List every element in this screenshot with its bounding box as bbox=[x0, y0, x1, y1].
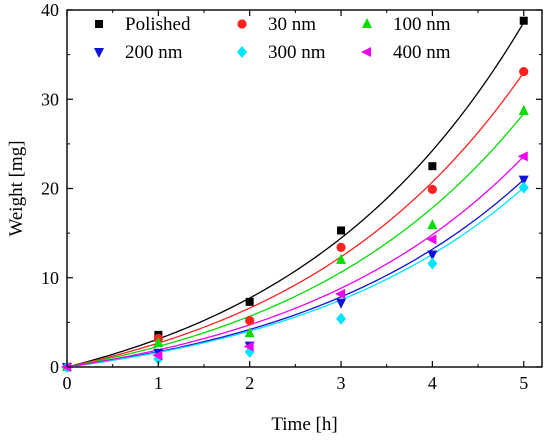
data-point bbox=[427, 250, 438, 261]
data-point bbox=[336, 242, 346, 253]
x-tick-label: 1 bbox=[154, 373, 163, 393]
y-tick-label: 10 bbox=[41, 268, 59, 288]
y-tick-label: 20 bbox=[41, 179, 59, 199]
data-point bbox=[153, 336, 164, 347]
fit-line-2 bbox=[66, 113, 525, 368]
data-point bbox=[427, 257, 438, 270]
data-point bbox=[427, 184, 437, 194]
x-tick-label: 3 bbox=[337, 373, 346, 393]
data-point bbox=[428, 162, 437, 171]
legend-label: Polished bbox=[125, 14, 191, 35]
data-point bbox=[245, 315, 255, 326]
legend-marker bbox=[94, 48, 104, 58]
data-point bbox=[61, 362, 71, 372]
legend-label: 30 nm bbox=[268, 14, 316, 35]
legend-label: 400 nm bbox=[393, 42, 451, 63]
legend-marker bbox=[362, 18, 372, 28]
y-tick-label: 30 bbox=[41, 89, 59, 109]
y-axis-title: Weight [mg] bbox=[6, 140, 27, 236]
data-point bbox=[427, 219, 438, 230]
data-point bbox=[152, 350, 163, 361]
data-point bbox=[245, 297, 254, 306]
fit-line-4 bbox=[66, 187, 525, 368]
fit-lines bbox=[66, 22, 525, 368]
fit-line-3 bbox=[66, 179, 525, 368]
data-point bbox=[336, 298, 347, 309]
fit-line-5 bbox=[66, 155, 525, 368]
y-tick-label: 0 bbox=[50, 357, 59, 377]
data-point bbox=[518, 175, 529, 186]
data-point bbox=[519, 66, 529, 77]
x-tick-label: 5 bbox=[519, 373, 528, 393]
data-point bbox=[243, 341, 254, 352]
data-point bbox=[519, 16, 528, 25]
x-tick-label: 2 bbox=[245, 373, 254, 393]
legend-marker bbox=[237, 46, 247, 58]
axis-ticks: 0 1 2 3 4 5 0 10 20 30 40 bbox=[41, 0, 542, 393]
fit-line-0 bbox=[66, 22, 525, 368]
x-axis-title: Time [h] bbox=[271, 414, 337, 435]
data-point bbox=[517, 151, 528, 162]
data-point bbox=[335, 288, 346, 299]
data-point bbox=[336, 312, 347, 325]
legend: Polished 30 nm 100 nm 200 nm 300 nm 400 nm bbox=[94, 14, 451, 63]
x-tick-label: 0 bbox=[63, 373, 72, 393]
legend-label: 200 nm bbox=[125, 42, 183, 63]
data-point bbox=[244, 327, 255, 338]
data-point bbox=[426, 234, 437, 245]
legend-marker bbox=[237, 19, 247, 29]
y-tick-label: 40 bbox=[41, 0, 59, 20]
legend-marker bbox=[95, 20, 103, 28]
legend-label: 300 nm bbox=[268, 42, 326, 63]
data-point bbox=[518, 104, 529, 115]
x-tick-label: 4 bbox=[428, 373, 437, 393]
legend-label: 100 nm bbox=[393, 14, 451, 35]
fit-line-1 bbox=[66, 72, 525, 368]
legend-marker bbox=[361, 47, 371, 57]
data-point bbox=[337, 226, 346, 235]
data-points bbox=[61, 16, 529, 373]
data-point bbox=[518, 181, 529, 194]
data-point bbox=[336, 253, 347, 264]
